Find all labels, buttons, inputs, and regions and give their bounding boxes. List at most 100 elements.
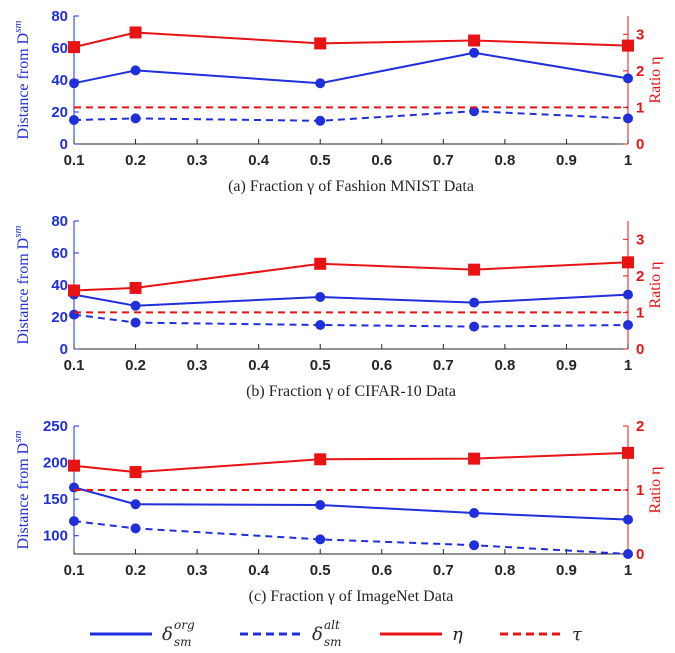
right-y-tick-label: 2 <box>636 268 644 285</box>
x-tick-label: 0.3 <box>187 357 208 374</box>
data-point-circle <box>623 320 633 330</box>
left-y-axis-label-main: Distance from D <box>15 238 32 345</box>
right-y-axis-label: Ratio η <box>647 466 664 513</box>
x-tick-label: 0.6 <box>371 562 392 579</box>
chart-panel-1: 0.1 0.2 0.3 0.4 0.5 0.6 0.7 0.8 0.9 1020406080012… <box>12 8 664 195</box>
legend-label-4: τ <box>572 624 583 645</box>
x-tick-label: 0.2 <box>125 562 146 579</box>
legend-label-sub-1: sm <box>174 635 192 649</box>
data-point-circle <box>623 514 633 525</box>
data-point-square <box>68 284 80 297</box>
chart-caption: (c) Fraction γ of ImageNet Data <box>249 588 454 605</box>
chart-panel-2: 0.1 0.2 0.3 0.4 0.5 0.6 0.7 0.8 0.9 1020406080012… <box>12 213 664 400</box>
x-tick-label: 0.1 <box>64 562 85 579</box>
data-point-circle <box>315 115 326 126</box>
x-tick-label: 0.8 <box>494 562 515 579</box>
x-tick-label: 0.3 <box>187 562 208 579</box>
data-point-circle <box>130 113 141 124</box>
x-tick-label: 0.7 <box>433 152 454 169</box>
chart-caption: (a) Fraction γ of Fashion MNIST Data <box>228 178 474 195</box>
data-point-circle <box>315 499 326 510</box>
x-tick-label: 0.2 <box>125 357 146 374</box>
data-point-circle <box>315 78 326 89</box>
data-point-circle <box>130 523 141 534</box>
x-tick-label: 0.5 <box>310 357 331 374</box>
series-line-1 <box>73 486 629 521</box>
data-point-square <box>622 39 634 52</box>
right-y-tick-label: 0 <box>636 546 644 563</box>
left-y-tick-label: 60 <box>51 245 68 262</box>
left-y-tick-label: 150 <box>43 491 68 508</box>
x-tick-label: 1 <box>624 562 632 579</box>
x-tick-label: 0.2 <box>125 152 146 169</box>
data-point-circle <box>469 297 480 308</box>
legend-label-sub-2: sm <box>324 635 342 649</box>
left-y-tick-label: 200 <box>43 455 68 472</box>
left-y-tick-label: 250 <box>43 418 68 435</box>
series-line-3 <box>73 261 629 292</box>
data-point-circle <box>623 289 633 300</box>
left-y-tick-label: 80 <box>51 213 68 230</box>
x-tick-label: 0.9 <box>556 152 577 169</box>
series-line-1 <box>73 293 629 307</box>
x-tick-label: 0.8 <box>494 357 515 374</box>
data-point-square <box>468 34 481 47</box>
right-y-axis-label: Ratio η <box>647 261 664 308</box>
series-line-2 <box>73 110 629 122</box>
data-point-circle <box>69 309 79 320</box>
data-point-square <box>622 446 634 459</box>
x-tick-label: 0.1 <box>64 152 85 169</box>
right-y-tick-label: 2 <box>636 418 644 435</box>
left-y-axis-label-sup: sm <box>12 226 24 238</box>
x-tick-label: 0.1 <box>64 357 85 374</box>
data-point-circle <box>69 516 79 527</box>
right-y-tick-label: 1 <box>636 304 644 321</box>
right-y-tick-label: 1 <box>636 99 644 116</box>
series-line-2 <box>73 520 629 555</box>
left-y-tick-label: 80 <box>51 8 68 25</box>
left-y-axis-label-main: Distance from D <box>15 443 32 550</box>
data-point-circle <box>130 317 141 328</box>
legend-label-2: δ <box>312 624 323 645</box>
right-y-tick-label: 2 <box>636 63 644 80</box>
x-tick-label: 1 <box>624 357 632 374</box>
data-point-square <box>129 466 142 479</box>
data-point-square <box>468 263 481 276</box>
x-tick-label: 0.9 <box>556 357 577 374</box>
x-tick-label: 0.5 <box>310 562 331 579</box>
data-point-square <box>468 452 481 465</box>
x-tick-label: 0.4 <box>248 357 270 374</box>
data-point-square <box>68 459 80 472</box>
x-tick-label: 0.7 <box>433 562 454 579</box>
left-y-tick-label: 40 <box>51 277 68 294</box>
data-point-circle <box>315 292 326 302</box>
x-tick-label: 0.3 <box>187 152 208 169</box>
data-point-circle <box>130 65 141 76</box>
data-point-circle <box>315 534 326 545</box>
left-y-axis-label-sup: sm <box>12 21 24 33</box>
legend-label-sup-1: org <box>174 618 195 632</box>
data-point-square <box>129 281 142 294</box>
x-tick-label: 0.5 <box>310 152 331 169</box>
x-tick-label: 0.7 <box>433 357 454 374</box>
left-y-axis-label: Distance from Dsm <box>12 226 32 345</box>
chart-caption: (b) Fraction γ of CIFAR-10 Data <box>246 383 456 400</box>
x-tick-label: 0.6 <box>371 152 392 169</box>
data-point-circle <box>130 499 141 510</box>
chart-panel-3: 0.1 0.2 0.3 0.4 0.5 0.6 0.7 0.8 0.9 1 100 150 200 250… <box>12 418 664 605</box>
left-y-tick-label: 40 <box>51 72 68 89</box>
x-tick-label: 0.4 <box>248 562 270 579</box>
left-y-tick-label: 0 <box>60 341 68 358</box>
data-point-square <box>314 257 327 270</box>
right-y-tick-label: 3 <box>636 231 644 248</box>
data-point-circle <box>469 106 480 117</box>
data-point-circle <box>130 300 141 311</box>
left-y-tick-label: 20 <box>51 309 68 326</box>
data-point-circle <box>315 320 326 330</box>
right-y-tick-label: 0 <box>636 136 644 153</box>
data-point-circle <box>469 508 480 519</box>
data-point-square <box>129 26 142 39</box>
legend-label-1: δ <box>162 624 173 645</box>
data-point-circle <box>469 47 480 58</box>
data-point-circle <box>469 321 480 332</box>
